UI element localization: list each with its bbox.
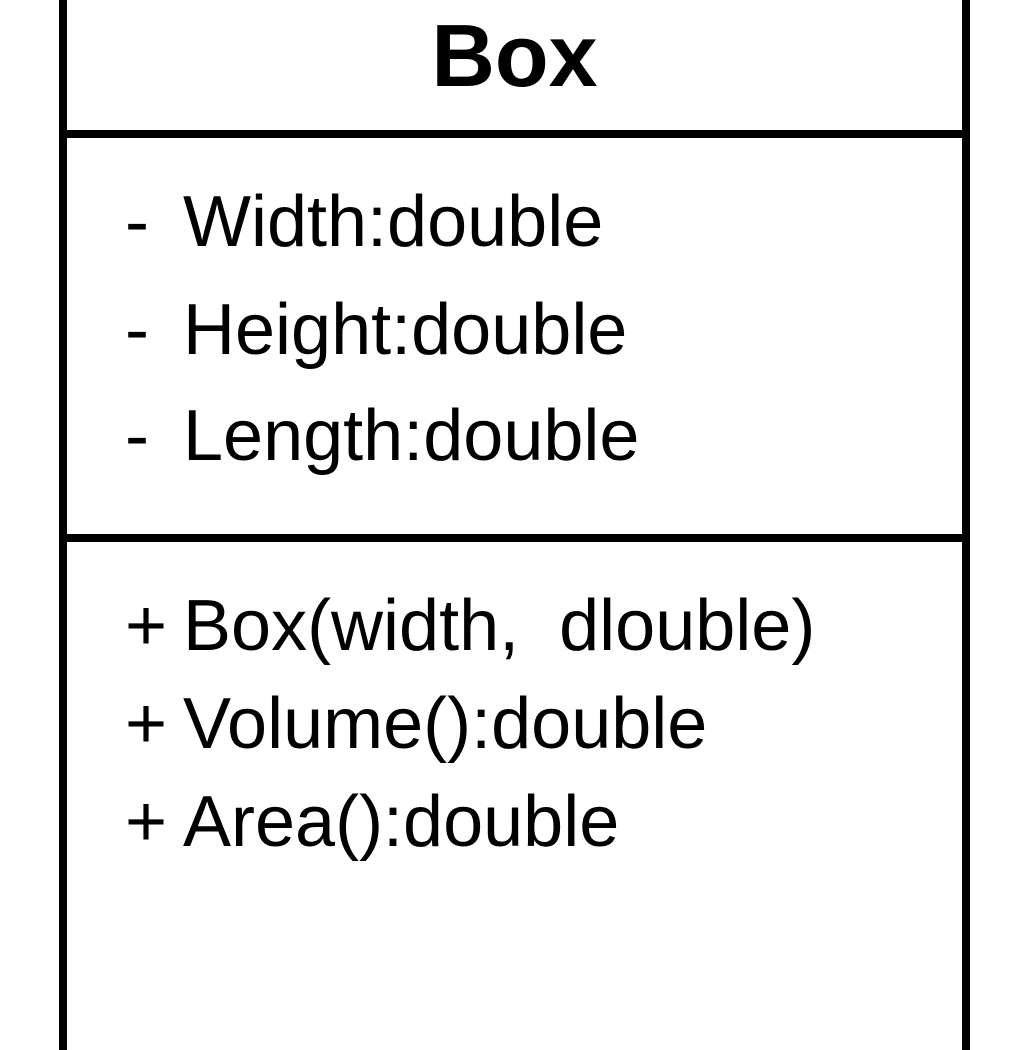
attribute-width: - Width:double — [125, 182, 603, 262]
operation-volume: + Volume():double — [125, 684, 707, 764]
operation-visibility: + — [125, 586, 168, 666]
attribute-height: - Height:double — [125, 290, 627, 370]
attribute-name: Width: — [183, 182, 388, 262]
uml-class-box: Box - Width:double - Height:double - Length… — [59, 0, 970, 1050]
attribute-visibility: - — [125, 182, 149, 262]
operation-signature: Volume():double — [183, 684, 708, 764]
attribute-type: double — [387, 182, 604, 262]
attribute-type: double — [423, 396, 640, 476]
attribute-type: double — [411, 290, 628, 370]
operation-constructor: + Box(width, dlouble) — [125, 586, 815, 666]
attribute-name: Length: — [183, 396, 424, 476]
operation-signature: Box(width, dlouble) — [183, 586, 816, 666]
class-name-compartment: Box — [67, 0, 962, 138]
operation-area: + Area():double — [125, 782, 619, 862]
operation-visibility: + — [125, 684, 168, 764]
class-name: Box — [431, 6, 598, 105]
attribute-length: - Length:double — [125, 396, 639, 476]
operation-signature: Area():double — [183, 782, 620, 862]
operation-visibility: + — [125, 782, 168, 862]
attribute-visibility: - — [125, 396, 149, 476]
attribute-visibility: - — [125, 290, 149, 370]
attribute-name: Height: — [183, 290, 412, 370]
operations-compartment: + Box(width, dlouble) + Volume():double + A… — [67, 542, 962, 1022]
attributes-compartment: - Width:double - Height:double - Length:dou… — [67, 138, 962, 542]
